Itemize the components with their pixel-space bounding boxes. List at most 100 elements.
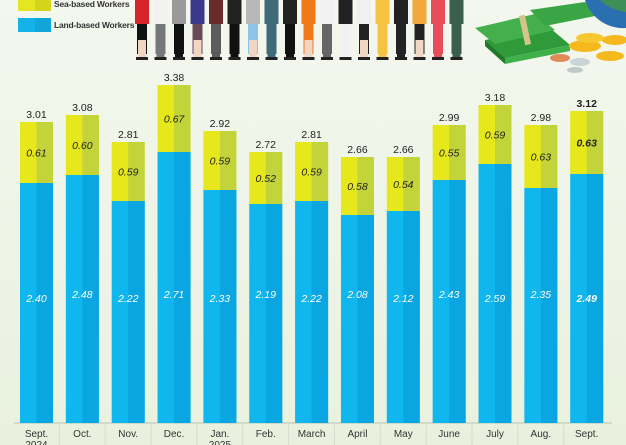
land-value-label: 2.71 <box>163 289 184 301</box>
bar-land-shade-8 <box>403 211 420 423</box>
worker-figure-icon <box>323 40 331 57</box>
category-label: Oct. <box>73 429 91 440</box>
category-label: Nov. <box>118 429 138 440</box>
sea-value-label: 0.58 <box>347 181 368 193</box>
worker-figure-icon <box>359 24 369 54</box>
worker-figure-icon <box>173 57 185 60</box>
worker-figure-icon <box>452 40 461 57</box>
worker-figure-icon <box>434 40 442 57</box>
worker-figure-icon <box>227 0 242 24</box>
worker-figure-icon <box>175 40 183 57</box>
worker-figure-icon <box>137 24 147 54</box>
worker-figure-icon <box>248 24 258 54</box>
bar-sea-shade-9 <box>449 125 466 180</box>
category-year-label: 2025 <box>209 440 232 445</box>
worker-figure-icon <box>135 0 149 24</box>
bar-sea-shade-12 <box>586 111 604 174</box>
bar-sea-shade-2 <box>128 142 145 201</box>
worker-figure-icon <box>396 24 406 54</box>
bar-sea-shade-7 <box>357 157 374 215</box>
total-label: 3.01 <box>26 109 47 121</box>
worker-figure-icon <box>228 57 241 60</box>
worker-figure-icon <box>138 40 146 57</box>
land-value-label: 2.08 <box>346 289 368 301</box>
worker-figure-icon <box>301 0 316 24</box>
category-label: Sept. <box>575 429 598 440</box>
worker-figure-icon <box>246 0 260 24</box>
sea-value-label: 0.55 <box>439 148 460 160</box>
worker-figure-icon <box>431 0 445 24</box>
workers-illustration-icon <box>135 0 626 73</box>
category-label: Jan. <box>210 429 229 440</box>
worker-figure-icon <box>322 24 332 54</box>
worker-figure-icon <box>303 24 314 54</box>
bar-land-shade-4 <box>219 190 237 423</box>
worker-figure-icon <box>249 40 257 57</box>
worker-figure-icon <box>433 24 443 54</box>
bar-land-shade-7 <box>357 215 374 423</box>
land-value-label: 2.48 <box>71 289 93 301</box>
bar-sea-shade-8 <box>403 157 420 211</box>
cash-stack-icon <box>475 2 600 64</box>
worker-figure-icon <box>304 40 313 57</box>
globe-icon <box>585 0 626 29</box>
land-value-label: 2.22 <box>117 293 139 305</box>
legend-label-land: Land-based Workers <box>54 20 135 30</box>
total-label: 2.81 <box>301 129 322 141</box>
worker-figure-icon <box>212 40 220 57</box>
land-value-label: 2.12 <box>392 293 414 305</box>
worker-figure-icon <box>321 57 333 60</box>
legend-item-sea: Sea-based Workers <box>18 0 134 12</box>
category-year-label: 2024 <box>25 440 48 445</box>
sea-value-label: 0.61 <box>26 148 46 160</box>
category-label: March <box>298 429 326 440</box>
sea-value-label: 0.63 <box>576 138 597 150</box>
worker-figure-icon <box>358 57 370 60</box>
worker-figure-icon <box>191 57 204 60</box>
land-value-label: 2.43 <box>438 289 460 301</box>
category-label: Feb. <box>256 429 276 440</box>
worker-figure-icon <box>264 0 279 24</box>
bar-land-shade-12 <box>586 174 604 423</box>
sea-value-label: 0.59 <box>210 156 231 168</box>
category-label: Aug. <box>531 429 552 440</box>
worker-figure-icon <box>397 40 405 57</box>
sea-value-label: 0.54 <box>393 179 414 191</box>
worker-figure-icon <box>432 57 444 60</box>
worker-figure-icon <box>211 24 221 54</box>
land-value-label: 2.19 <box>255 289 277 301</box>
category-label: Dec. <box>164 429 185 440</box>
worker-figure-icon <box>320 0 334 24</box>
worker-figure-icon <box>377 24 388 54</box>
worker-figure-icon <box>394 0 408 24</box>
worker-figure-icon <box>265 57 278 60</box>
worker-figure-icon <box>284 57 296 60</box>
worker-figure-icon <box>192 24 203 54</box>
worker-figure-icon <box>375 0 390 24</box>
total-label: 2.99 <box>439 112 460 124</box>
total-label: 2.92 <box>210 118 231 130</box>
worker-figure-icon <box>153 0 168 24</box>
worker-figure-icon <box>283 0 297 24</box>
coins-icon <box>550 33 626 73</box>
bar-sea-shade-6 <box>311 142 329 201</box>
sea-value-label: 0.59 <box>301 167 322 179</box>
bar-land-shade-2 <box>128 201 145 423</box>
sea-value-label: 0.59 <box>118 167 139 179</box>
worker-figure-icon <box>450 57 463 60</box>
worker-figure-icon <box>285 24 295 54</box>
worker-figure-icon <box>154 57 167 60</box>
total-label: 2.66 <box>347 144 368 156</box>
sea-value-label: 0.63 <box>531 152 552 164</box>
land-value-label: 2.59 <box>484 293 506 305</box>
worker-figure-icon <box>210 57 222 60</box>
sea-value-label: 0.59 <box>485 130 506 142</box>
worker-figure-icon <box>378 40 387 57</box>
category-label: July <box>486 429 504 440</box>
worker-figure-icon <box>357 0 371 24</box>
bar-land-shade-10 <box>495 164 512 423</box>
worker-figure-icon <box>172 0 186 24</box>
worker-figure-icon <box>229 24 240 54</box>
bar-sea-shade-5 <box>265 152 283 204</box>
